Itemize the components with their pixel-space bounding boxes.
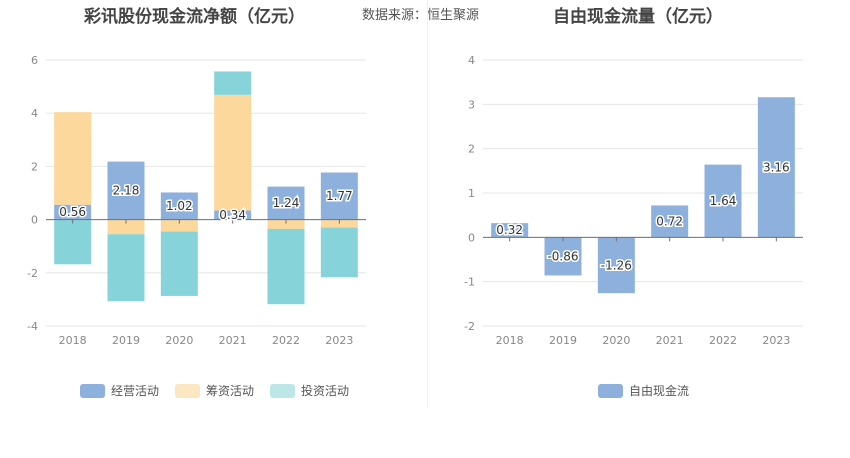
legend-swatch-investing [270,383,296,398]
right-y-tick-label: 1 [468,187,475,200]
right-x-tick-label: 2019 [549,334,577,347]
left-x-tick-label: 2020 [165,334,193,347]
left-chart-title: 彩讯股份现金流净额（亿元） [84,7,305,27]
left-bar-main [107,161,145,220]
left-y-tick-label: 6 [31,54,38,67]
right-y-tick-label: -2 [464,320,475,333]
left-bar-series-1 [160,219,198,232]
left-bar-series-1 [267,219,305,229]
left-y-tick-label: 2 [31,160,38,173]
left-legend: 经营活动 筹资活动 投资活动 [80,382,359,399]
right-y-tick-label: 0 [468,231,475,244]
left-x-tick-label: 2023 [325,334,353,347]
left-x-tick-label: 2019 [112,334,140,347]
left-data-label: 1.24 [273,196,300,210]
right-bar-main [757,97,795,238]
right-x-tick-label: 2021 [656,334,684,347]
right-data-label: -1.26 [601,258,632,272]
right-y-tick-label: 4 [468,54,475,67]
legend-swatch-financing [175,383,201,398]
left-y-tick-label: -2 [27,267,38,280]
right-x-tick-label: 2020 [602,334,630,347]
right-x-tick-label: 2022 [709,334,737,347]
left-bar-series-2 [320,227,358,278]
right-data-label: 1.64 [710,194,737,208]
right-data-label: 3.16 [763,160,790,174]
legend-item-investing[interactable]: 投资活动 [270,382,349,399]
legend-item-operating[interactable]: 经营活动 [80,382,159,399]
right-bar-main [544,237,582,276]
left-data-label: 1.02 [166,199,193,213]
right-bar-main [651,205,689,238]
right-y-tick-label: 2 [468,143,475,156]
legend-label-free-cash-flow: 自由现金流 [629,384,690,398]
right-bar-main [704,164,742,238]
right-data-label: 0.32 [496,223,523,237]
left-data-label: 0.56 [59,205,86,219]
left-bar-series-1 [214,94,252,211]
legend-label-investing: 投资活动 [301,384,350,398]
left-bar-series-2 [107,234,145,302]
right-data-label: 0.72 [656,214,683,228]
legend-item-financing[interactable]: 筹资活动 [175,382,254,399]
left-bar-series-2 [160,231,198,296]
right-y-tick-label: -1 [464,276,475,289]
left-bar-main [54,204,92,220]
legend-swatch-free-cash-flow [598,383,623,398]
right-legend: 自由现金流 [598,382,699,399]
right-data-label: -0.86 [547,249,578,263]
left-bar-series-1 [107,219,145,235]
data-source-label: 数据来源：恒生聚源 [362,8,480,23]
chart-divider [427,0,428,408]
legend-label-operating: 经营活动 [111,384,160,398]
right-chart-title: 自由现金流量（亿元） [553,7,723,27]
left-bar-series-1 [54,112,92,205]
left-bar-main [160,192,198,220]
left-x-tick-label: 2021 [219,334,247,347]
left-bar-series-2 [214,71,252,95]
right-bar-main [491,223,529,238]
left-bar-series-2 [267,228,305,305]
right-bar-main [597,237,635,294]
left-bar-series-2 [54,219,92,265]
left-bar-main [214,210,252,220]
legend-label-financing: 筹资活动 [206,384,255,398]
right-x-tick-label: 2018 [496,334,524,347]
left-bar-main [267,186,305,220]
left-x-tick-label: 2018 [59,334,87,347]
left-x-tick-label: 2022 [272,334,300,347]
left-data-label: 1.77 [326,189,353,203]
left-data-label: 2.18 [113,184,140,198]
right-y-tick-label: 3 [468,98,475,111]
left-y-tick-label: 4 [31,107,38,120]
right-x-tick-label: 2023 [762,334,790,347]
legend-item-free-cash-flow[interactable]: 自由现金流 [598,382,689,399]
left-y-tick-label: -4 [27,320,38,333]
left-bar-main [320,172,358,220]
legend-swatch-operating [80,383,105,398]
left-y-tick-label: 0 [31,214,38,227]
left-data-label: 0.34 [219,208,246,222]
